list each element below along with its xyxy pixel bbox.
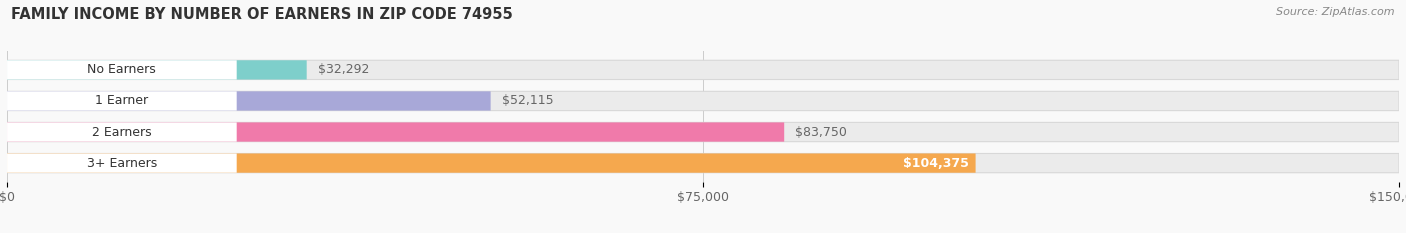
Text: 2 Earners: 2 Earners bbox=[91, 126, 152, 139]
Text: $32,292: $32,292 bbox=[318, 63, 370, 76]
FancyBboxPatch shape bbox=[7, 91, 491, 111]
Text: $52,115: $52,115 bbox=[502, 94, 554, 107]
Text: FAMILY INCOME BY NUMBER OF EARNERS IN ZIP CODE 74955: FAMILY INCOME BY NUMBER OF EARNERS IN ZI… bbox=[11, 7, 513, 22]
Text: $83,750: $83,750 bbox=[796, 126, 848, 139]
FancyBboxPatch shape bbox=[7, 60, 1399, 79]
Text: 3+ Earners: 3+ Earners bbox=[87, 157, 157, 170]
FancyBboxPatch shape bbox=[7, 122, 1399, 142]
Text: Source: ZipAtlas.com: Source: ZipAtlas.com bbox=[1277, 7, 1395, 17]
FancyBboxPatch shape bbox=[7, 122, 236, 142]
FancyBboxPatch shape bbox=[7, 154, 976, 173]
Text: 1 Earner: 1 Earner bbox=[96, 94, 149, 107]
FancyBboxPatch shape bbox=[7, 60, 236, 79]
FancyBboxPatch shape bbox=[7, 154, 1399, 173]
Text: $104,375: $104,375 bbox=[903, 157, 969, 170]
FancyBboxPatch shape bbox=[7, 60, 307, 79]
FancyBboxPatch shape bbox=[7, 154, 236, 173]
FancyBboxPatch shape bbox=[7, 122, 785, 142]
FancyBboxPatch shape bbox=[7, 91, 236, 111]
Text: No Earners: No Earners bbox=[87, 63, 156, 76]
FancyBboxPatch shape bbox=[7, 91, 1399, 111]
